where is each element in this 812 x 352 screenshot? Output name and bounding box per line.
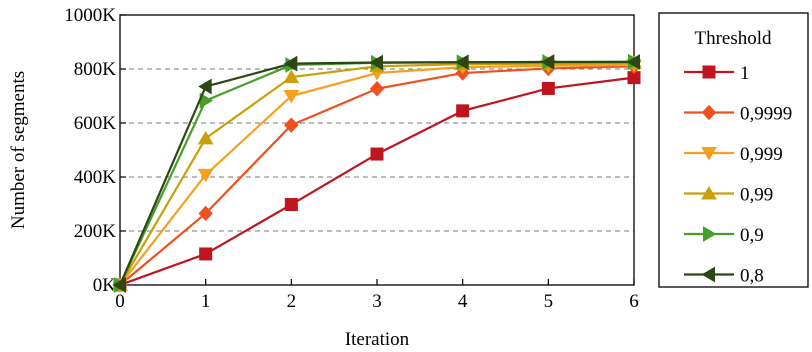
x-tick-label: 3	[372, 291, 382, 312]
series-line	[119, 65, 635, 286]
data-point	[540, 54, 555, 70]
legend-label: 0,99	[740, 185, 773, 206]
legend-marker	[702, 65, 716, 79]
x-tick-label: 5	[544, 291, 554, 312]
x-tick-label: 4	[458, 291, 468, 312]
legend-entry: 1	[684, 63, 750, 84]
data-point	[369, 54, 383, 71]
y-tick-label: 800K	[74, 59, 117, 80]
y-axis-ticks: 0K 200K 400K 600K 800K 1000K	[64, 5, 126, 296]
data-point	[198, 78, 212, 95]
data-point	[369, 80, 385, 97]
y-tick-label: 200K	[74, 221, 117, 242]
series-1	[112, 58, 642, 293]
y-tick-label: 1000K	[64, 5, 116, 26]
legend-label: 0,9	[740, 225, 764, 246]
data-point	[283, 90, 300, 104]
legend-entries: 1 0,9999 0,999 0,99 0,9 0,8	[684, 63, 792, 287]
data-point	[198, 205, 213, 222]
legend-title: Threshold	[694, 28, 772, 49]
x-tick-label: 6	[629, 291, 639, 312]
data-point	[283, 55, 298, 72]
data-point	[283, 69, 300, 84]
legend-label: 0,999	[740, 144, 783, 165]
data-point	[284, 198, 298, 212]
legend-label: 0,9999	[740, 104, 792, 125]
legend-entry: 0,9	[684, 225, 764, 246]
legend-marker	[701, 186, 717, 200]
y-tick-label: 400K	[74, 167, 117, 188]
data-point	[199, 247, 213, 261]
series-5	[112, 54, 640, 293]
legend-marker	[701, 147, 717, 161]
y-tick-label: 0K	[93, 275, 117, 296]
x-tick-label: 0	[115, 291, 125, 312]
data-point	[456, 104, 470, 118]
y-axis-title: Number of segments	[8, 71, 29, 229]
data-point	[112, 277, 126, 293]
legend-entry: 0,8	[684, 266, 764, 287]
data-point	[455, 54, 469, 71]
data-point	[626, 54, 640, 70]
data-point	[197, 168, 214, 183]
series-0	[113, 71, 641, 292]
legend-label: 0,8	[740, 266, 764, 287]
legend-marker	[701, 104, 717, 121]
legend-marker	[703, 226, 717, 242]
x-axis-ticks: 0 1 2 3 4 5 6	[115, 279, 639, 312]
legend-entry: 0,99	[684, 185, 773, 206]
legend-entry: 0,999	[684, 144, 783, 165]
y-tick-label: 600K	[74, 113, 117, 134]
legend-marker	[701, 266, 715, 283]
legend-entry: 0,9999	[684, 104, 792, 125]
series-line	[119, 63, 635, 286]
legend-label: 1	[740, 63, 750, 84]
legend-box	[658, 12, 809, 288]
x-axis-title: Iteration	[345, 329, 410, 350]
x-tick-label: 1	[201, 291, 211, 312]
data-point	[541, 81, 555, 95]
x-tick-label: 2	[287, 291, 297, 312]
data-point	[284, 117, 299, 133]
data-point	[370, 147, 384, 161]
series-layer	[112, 53, 642, 293]
data-point	[197, 130, 214, 145]
